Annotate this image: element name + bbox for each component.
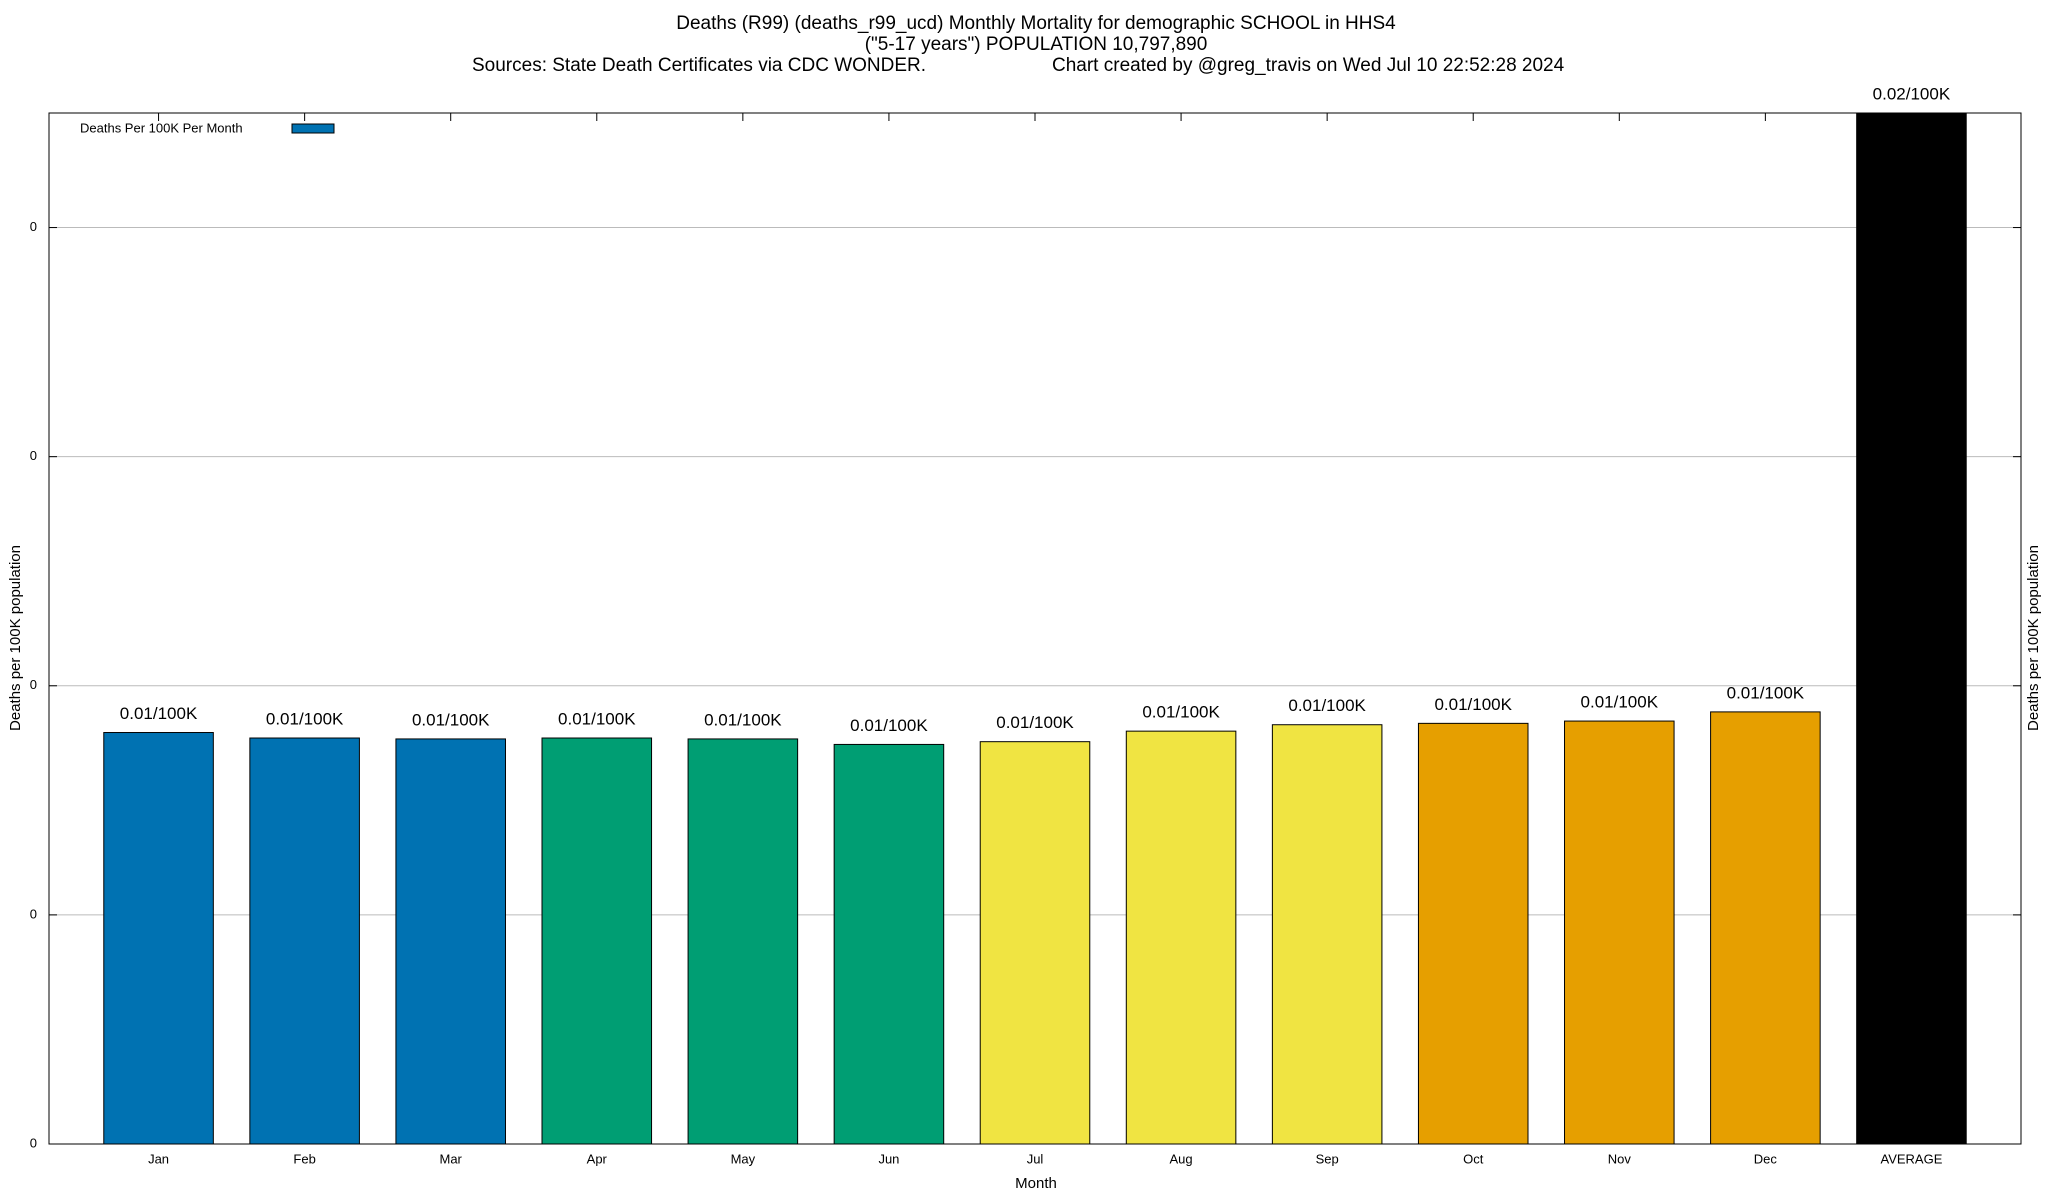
value-label: 0.01/100K (704, 710, 782, 729)
y-tick-label: 0 (30, 677, 37, 692)
y2-axis-label: Deaths per 100K population (2025, 545, 2042, 731)
x-tick-label: Nov (1608, 1151, 1632, 1166)
bar (1710, 711, 1821, 1145)
bar (103, 732, 214, 1145)
x-tick-label: May (731, 1151, 756, 1166)
bar (1417, 722, 1529, 1145)
legend-swatch (291, 123, 335, 134)
x-axis-label: Month (1015, 1175, 1057, 1192)
y-tick-label: 0 (30, 1135, 37, 1150)
y-tick-label: 0 (30, 219, 37, 234)
chart-subtitle: ("5-17 years") POPULATION 10,797,890 (865, 34, 1208, 55)
plot-frame (48, 112, 2022, 1145)
value-label: 0.01/100K (1142, 703, 1220, 722)
bar (687, 738, 799, 1145)
chart-title: Deaths (R99) (deaths_r99_ucd) Monthly Mo… (676, 13, 1396, 34)
bar (249, 737, 360, 1145)
value-label: 0.01/100K (850, 716, 928, 735)
bar (833, 743, 945, 1145)
x-tick-label: Aug (1170, 1151, 1193, 1166)
value-label: 0.01/100K (996, 713, 1074, 732)
y-axis-label: Deaths per 100K population (7, 545, 24, 731)
value-label: 0.01/100K (266, 709, 344, 728)
value-label: 0.01/100K (1288, 696, 1366, 715)
x-tick-label: Sep (1316, 1151, 1339, 1166)
y-tick-label: 0 (30, 448, 37, 463)
y-tick-label: 0 (30, 906, 37, 921)
x-tick-label: AVERAGE (1880, 1151, 1942, 1166)
value-label: 0.01/100K (412, 710, 490, 729)
bar (395, 738, 506, 1145)
value-label: 0.01/100K (558, 709, 636, 728)
x-tick-label: Mar (440, 1151, 463, 1166)
value-label: 0.01/100K (1727, 683, 1805, 702)
bar (1271, 724, 1383, 1145)
x-tick-label: Jan (148, 1151, 169, 1166)
x-tick-label: Dec (1754, 1151, 1778, 1166)
bar (1125, 730, 1237, 1145)
bar (979, 741, 1091, 1145)
legend-label: Deaths Per 100K Per Month (80, 120, 243, 135)
value-label: 0.02/100K (1873, 84, 1951, 103)
value-label: 0.01/100K (120, 704, 198, 723)
x-tick-label: Jun (878, 1151, 899, 1166)
value-label: 0.01/100K (1434, 695, 1512, 714)
x-tick-label: Oct (1463, 1151, 1484, 1166)
bar (1856, 112, 1967, 1145)
bar (1564, 720, 1675, 1145)
credit: Chart created by @greg_travis on Wed Jul… (1052, 55, 1565, 76)
x-tick-label: Apr (587, 1151, 608, 1166)
value-label: 0.01/100K (1581, 693, 1659, 712)
x-tick-label: Feb (293, 1151, 315, 1166)
bar (541, 737, 653, 1145)
source: Sources: State Death Certificates via CD… (472, 55, 926, 76)
x-tick-label: Jul (1027, 1151, 1044, 1166)
